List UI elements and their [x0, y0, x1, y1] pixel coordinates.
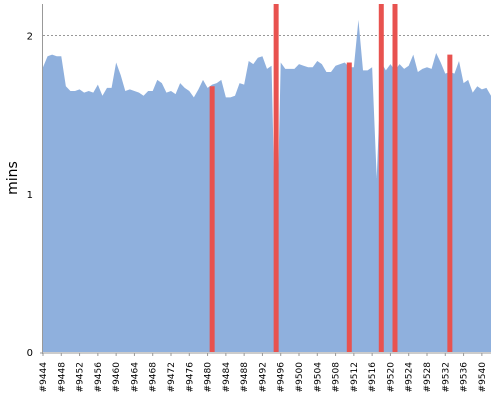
y-tick-label-0: 0 — [27, 348, 33, 359]
x-tick-label-19: #9520 — [386, 362, 396, 393]
x-tick-label-9: #9480 — [204, 362, 214, 393]
y-tick-labels: 0 1 2 — [27, 32, 33, 359]
x-tick-label-13: #9496 — [277, 362, 287, 393]
marker-layer — [209, 4, 453, 352]
x-tick-label-4: #9460 — [112, 362, 122, 393]
x-tick-label-1: #9448 — [57, 362, 67, 393]
area-layer — [43, 19, 491, 353]
x-tick-label-21: #9528 — [423, 362, 433, 393]
marker-bar-9511[interactable] — [346, 62, 352, 352]
x-tick-label-3: #9456 — [94, 362, 104, 393]
x-tick-label-16: #9508 — [332, 362, 342, 393]
marker-bar-9521[interactable] — [392, 4, 398, 352]
x-tick-label-8: #9476 — [185, 362, 195, 393]
x-tick-label-20: #9524 — [405, 362, 415, 393]
x-tick-label-12: #9492 — [258, 362, 268, 392]
x-tick-label-18: #9516 — [368, 362, 378, 393]
marker-bar-9481[interactable] — [209, 86, 215, 352]
marker-bar-9495[interactable] — [273, 4, 279, 352]
x-tick-label-22: #9532 — [441, 362, 451, 392]
x-tick-label-7: #9472 — [167, 362, 177, 392]
y-axis-title: mins — [5, 161, 21, 195]
marker-bar-9518[interactable] — [378, 4, 384, 352]
x-tick-label-14: #9500 — [295, 362, 305, 393]
x-tick-label-24: #9540 — [478, 362, 488, 393]
x-tick-labels: #9444 #9448 #9452 #9456 #9460 #9464 #9468 #9472… — [39, 362, 488, 393]
x-tick-label-6: #9468 — [149, 362, 159, 393]
x-tick-label-11: #9488 — [240, 362, 250, 393]
x-tick-label-23: #9536 — [460, 362, 470, 393]
axis-layer — [40, 4, 491, 356]
x-tick-label-10: #9484 — [222, 362, 232, 393]
area-series — [43, 19, 491, 353]
x-tick-label-0: #9444 — [39, 362, 49, 393]
x-tick-label-5: #9464 — [130, 362, 140, 393]
x-tick-label-2: #9452 — [76, 362, 86, 392]
x-tick-label-17: #9512 — [350, 362, 360, 392]
y-tick-label-2: 2 — [27, 32, 33, 43]
y-tick-label-1: 1 — [27, 190, 33, 201]
x-tick-label-15: #9504 — [313, 362, 323, 393]
marker-bar-9533[interactable] — [447, 54, 453, 352]
